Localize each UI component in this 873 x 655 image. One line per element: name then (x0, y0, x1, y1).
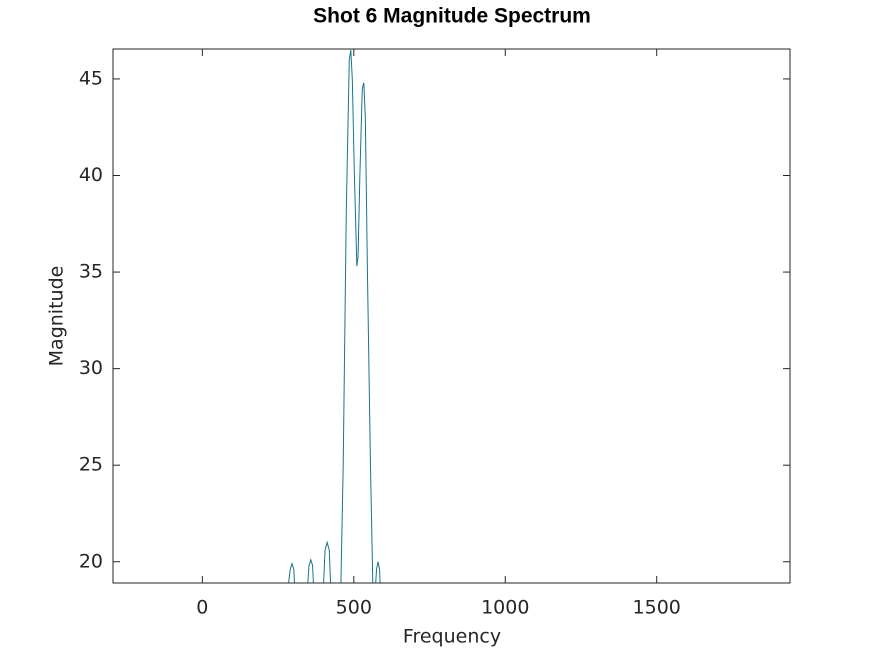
x-tick-label: 0 (196, 597, 208, 619)
y-axis-label: Magnitude (46, 266, 68, 367)
y-tick-label: 35 (79, 261, 103, 283)
chart-title: Shot 6 Magnitude Spectrum (313, 5, 591, 28)
plot-marks (288, 49, 381, 583)
axes-frame (112, 48, 791, 584)
x-tick-label: 1000 (481, 597, 529, 619)
y-tick-label: 20 (79, 550, 103, 572)
x-axis-label: Frequency (403, 626, 501, 648)
line-series (288, 49, 381, 583)
y-tick-label: 30 (79, 357, 103, 379)
y-tick-label: 40 (79, 164, 103, 186)
x-tick-label: 1500 (633, 597, 681, 619)
y-tick-label: 25 (79, 454, 103, 476)
x-tick-label: 500 (336, 597, 372, 619)
y-tick-label: 45 (79, 67, 103, 89)
plot-area (113, 49, 790, 583)
